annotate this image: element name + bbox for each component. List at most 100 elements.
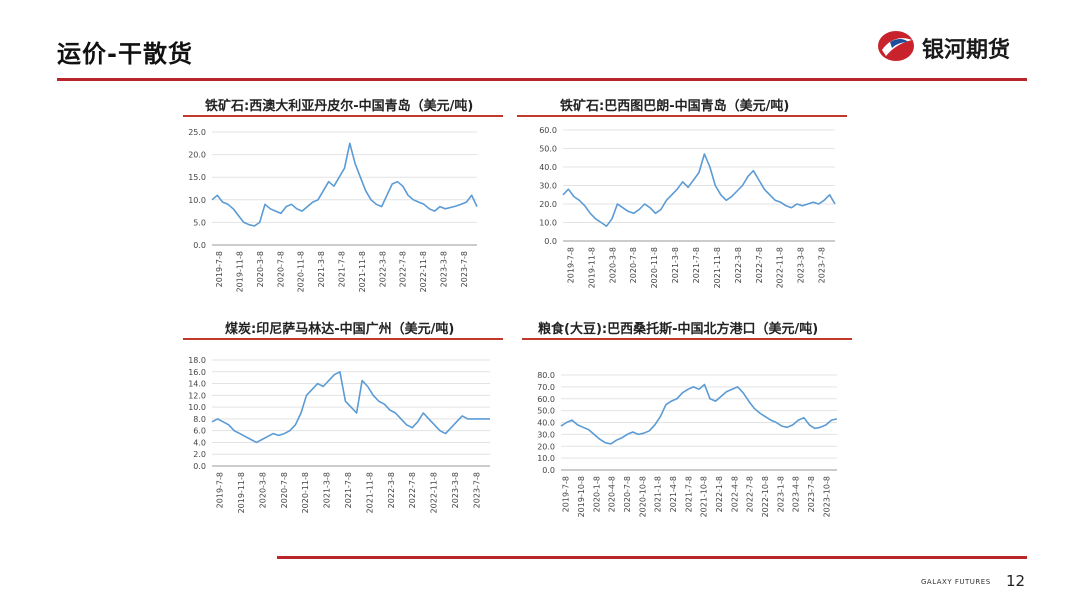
y-tick-label: 5.0 [193,218,206,227]
x-tick-label: 2022-11-8 [430,472,439,513]
series-line [211,142,478,227]
x-tick-label: 2020-3-8 [608,247,617,283]
series-line [211,371,490,444]
x-tick-label: 2021-3-8 [671,247,680,283]
y-tick-label: 25.0 [188,128,206,137]
x-tick-label: 2022-10-8 [761,476,770,517]
y-tick-label: 10.0 [188,403,206,412]
footer-divider [277,556,1027,559]
x-tick-label: 2019-7-8 [566,247,575,283]
chart-3-rule [183,338,503,340]
x-tick-label: 2020-7-8 [276,251,285,287]
y-tick-label: 30.0 [537,430,555,439]
x-tick-label: 2021-10-8 [700,476,709,517]
x-tick-label: 2022-7-8 [408,472,417,508]
x-tick-label: 2019-7-8 [216,472,225,508]
x-tick-label: 2023-1-8 [776,476,785,512]
x-tick-label: 2021-7-8 [684,476,693,512]
x-tick-label: 2020-11-8 [650,247,659,288]
chart-4: 80.0 70.0 60.0 50.0 40.0 30.0 20.0 10.0 0.0 2019-… [537,371,838,517]
y-tick-label: 20.0 [539,200,557,209]
chart-2: 60.0 50.0 40.0 30.0 20.0 10.0 0.0 2019-7-8 2019-… [539,126,836,288]
y-tick-label: 16.0 [188,368,206,377]
galaxy-logo-icon [878,31,914,61]
y-tick-label: 2.0 [193,450,206,459]
footer-brand: GALAXY FUTURES [921,578,991,586]
x-tick-label: 2022-3-8 [378,251,387,287]
y-tick-label: 40.0 [539,163,557,172]
x-tick-label: 2020-11-8 [301,472,310,513]
x-tick-label: 2022-7-8 [755,247,764,283]
header-divider [57,78,1027,81]
x-tick-label: 2021-7-8 [344,472,353,508]
x-tick-label: 2023-10-8 [822,476,831,517]
series-line [562,153,836,227]
x-tick-label: 2023-7-8 [818,247,827,283]
chart-4-rule [522,338,852,340]
chart-1-title: 铁矿石:西澳大利亚丹皮尔-中国青岛（美元/吨) [205,99,474,114]
y-tick-label: 8.0 [193,415,206,424]
x-tick-label: 2020-3-8 [256,251,265,287]
y-tick-label: 0.0 [542,466,555,475]
x-tick-label: 2019-11-8 [237,472,246,513]
y-tick-label: 6.0 [193,427,206,436]
y-tick-label: 10.0 [539,219,557,228]
x-tick-label: 2020-7-8 [280,472,289,508]
chart-1-rule [183,115,503,117]
x-tick-label: 2023-3-8 [797,247,806,283]
chart-2-title: 铁矿石:巴西图巴朗-中国青岛（美元/吨) [560,99,790,114]
x-tick-label: 2022-7-8 [399,251,408,287]
y-tick-label: 18.0 [188,356,206,365]
chart-2-rule [517,115,847,117]
brand-name: 银河期货 [922,38,1011,63]
y-tick-label: 40.0 [537,419,555,428]
x-tick-label: 2022-3-8 [387,472,396,508]
x-tick-label: 2020-10-8 [638,476,647,517]
x-tick-label: 2022-3-8 [734,247,743,283]
x-tick-label: 2019-11-8 [236,251,245,292]
x-tick-label: 2021-1-8 [654,476,663,512]
y-tick-label: 50.0 [537,407,555,416]
y-tick-label: 10.0 [537,454,555,463]
y-tick-label: 60.0 [537,395,555,404]
y-tick-label: 10.0 [188,196,206,205]
chart-4-title: 粮食(大豆):巴西桑托斯-中国北方港口（美元/吨) [538,322,819,337]
x-tick-label: 2019-7-8 [562,476,571,512]
x-tick-label: 2021-7-8 [338,251,347,287]
y-tick-label: 20.0 [188,151,206,160]
x-tick-label: 2019-7-8 [215,251,224,287]
x-tick-label: 2021-3-8 [323,472,332,508]
x-tick-label: 2023-3-8 [439,251,448,287]
y-tick-label: 70.0 [537,383,555,392]
x-tick-label: 2021-11-8 [365,472,374,513]
x-tick-label: 2021-11-8 [713,247,722,288]
y-tick-label: 0.0 [193,241,206,250]
x-tick-label: 2020-4-8 [608,476,617,512]
x-tick-label: 2020-3-8 [258,472,267,508]
y-tick-label: 4.0 [193,438,206,447]
x-tick-label: 2019-11-8 [587,247,596,288]
y-tick-label: 0.0 [544,237,557,246]
x-tick-label: 2022-4-8 [730,476,739,512]
y-tick-label: 15.0 [188,173,206,182]
x-tick-label: 2023-7-8 [807,476,816,512]
x-tick-label: 2022-1-8 [715,476,724,512]
x-tick-label: 2020-11-8 [297,251,306,292]
x-tick-label: 2020-1-8 [592,476,601,512]
series-line [560,383,838,445]
page-title: 运价-干散货 [57,40,193,68]
x-tick-label: 2022-7-8 [746,476,755,512]
x-tick-label: 2023-7-8 [460,251,469,287]
x-tick-label: 2020-7-8 [623,476,632,512]
x-tick-label: 2019-10-8 [577,476,586,517]
page-number: 12 [1006,572,1026,590]
y-tick-label: 30.0 [539,182,557,191]
x-tick-label: 2023-7-8 [472,472,481,508]
y-tick-label: 14.0 [188,380,206,389]
y-tick-label: 80.0 [537,371,555,380]
x-tick-label: 2021-7-8 [692,247,701,283]
x-tick-label: 2021-11-8 [358,251,367,292]
y-tick-label: 12.0 [188,391,206,400]
x-tick-label: 2022-11-8 [776,247,785,288]
x-tick-label: 2023-4-8 [792,476,801,512]
